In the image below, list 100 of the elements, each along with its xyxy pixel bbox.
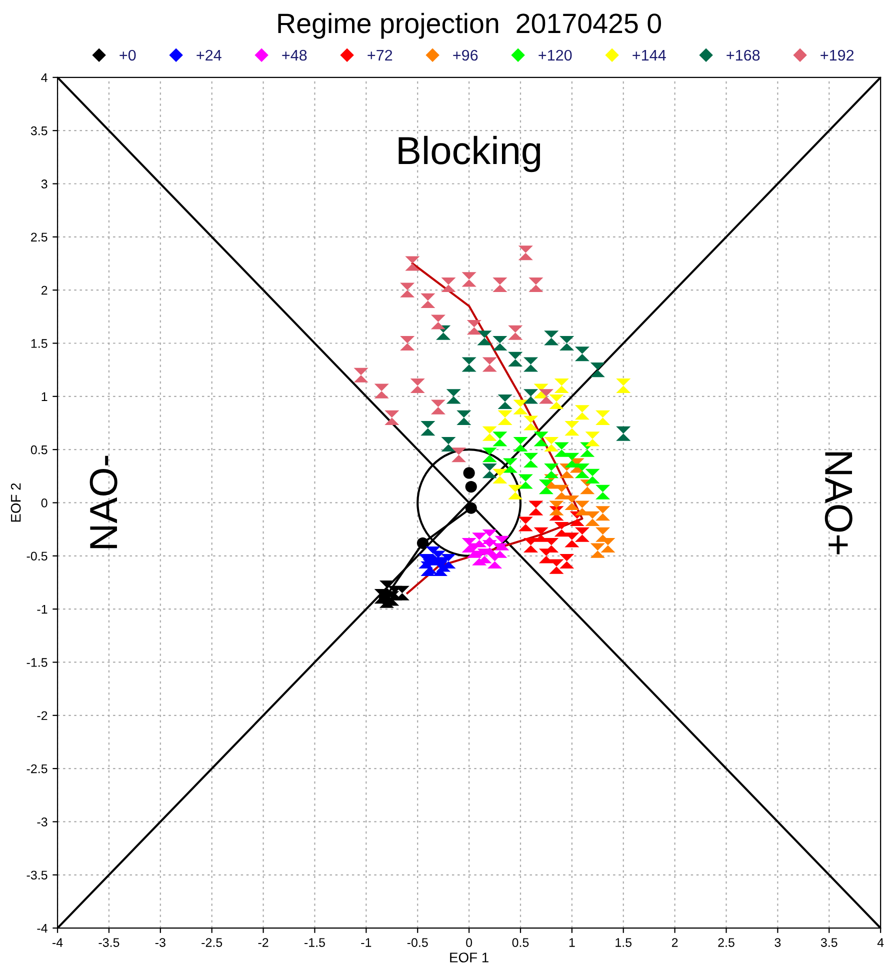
y-tick-label: -4	[37, 924, 48, 933]
legend-label: +72	[368, 50, 392, 60]
point	[465, 480, 477, 493]
point	[549, 559, 564, 574]
point	[482, 529, 497, 544]
point	[560, 336, 574, 351]
point	[405, 256, 420, 271]
point	[400, 282, 415, 298]
chart-title: Regime projection 20170425 0	[278, 12, 662, 39]
point	[410, 378, 425, 394]
point	[456, 410, 472, 425]
y-axis-title: EOF 2	[10, 483, 21, 522]
point	[574, 500, 590, 516]
point	[574, 346, 590, 362]
point	[528, 500, 544, 516]
y-tick-label: 0	[41, 498, 48, 508]
point	[462, 272, 476, 287]
x-tick-label: 1	[569, 938, 575, 947]
point	[462, 357, 476, 372]
point	[590, 543, 605, 558]
point	[482, 464, 497, 478]
point	[616, 426, 631, 441]
annotation: NAO+	[824, 452, 852, 554]
y-tick-label: 2	[41, 286, 48, 295]
x-tick-label: 3.5	[820, 938, 838, 947]
point	[430, 400, 446, 414]
legend-label: +96	[453, 50, 478, 61]
point	[523, 357, 538, 372]
point	[554, 484, 569, 500]
x-tick-label: 4	[877, 938, 884, 947]
point	[420, 421, 436, 436]
x-tick-label: -3.5	[98, 938, 120, 947]
point	[441, 554, 456, 569]
x-tick-label: -1	[361, 938, 372, 947]
point	[441, 436, 456, 452]
point	[354, 368, 368, 382]
point	[596, 506, 610, 521]
point	[466, 320, 482, 335]
y-tick-label: 0.5	[30, 445, 48, 454]
point	[388, 586, 402, 600]
point	[538, 480, 554, 494]
point	[430, 314, 446, 330]
point	[590, 362, 605, 378]
point	[487, 554, 502, 569]
point	[523, 389, 538, 404]
point	[574, 464, 590, 478]
point	[554, 522, 569, 537]
point	[477, 330, 492, 346]
point	[534, 384, 548, 398]
point	[379, 580, 394, 596]
x-axis-title: EOF 1	[450, 952, 488, 962]
x-tick-label: -1.5	[304, 938, 325, 947]
legend-label: +24	[196, 50, 222, 60]
point	[534, 432, 548, 446]
x-tick-label: 2.5	[718, 938, 734, 947]
point	[518, 474, 533, 489]
x-tick-label: -3	[155, 938, 166, 947]
point	[426, 546, 440, 562]
point	[554, 378, 569, 394]
x-tick-label: 0.5	[512, 938, 529, 947]
x-tick-label: 0	[466, 938, 472, 947]
point	[463, 467, 475, 479]
point	[528, 277, 544, 292]
point	[585, 468, 600, 484]
point	[560, 554, 574, 569]
legend-label: +168	[726, 50, 760, 61]
point	[451, 448, 466, 462]
point	[498, 394, 512, 410]
point	[482, 357, 497, 372]
y-tick-label: 3	[41, 180, 48, 188]
point	[554, 442, 569, 457]
point	[534, 527, 548, 542]
point	[432, 561, 448, 576]
point	[513, 400, 528, 414]
y-tick-label: 1.5	[31, 339, 48, 348]
y-tick-label: -1.5	[26, 658, 48, 667]
point	[544, 464, 559, 478]
point	[482, 448, 497, 462]
point	[523, 538, 538, 553]
point	[492, 468, 508, 484]
annotation: Blocking	[398, 136, 540, 172]
point	[616, 378, 631, 394]
point	[494, 536, 510, 550]
point	[544, 330, 559, 346]
point	[596, 410, 610, 425]
point	[574, 527, 590, 542]
point	[538, 548, 554, 564]
point	[472, 550, 487, 566]
point	[523, 452, 538, 468]
point	[492, 277, 508, 292]
point	[600, 538, 616, 553]
x-tick-label: 2	[672, 938, 678, 947]
point	[564, 452, 580, 468]
point	[518, 516, 533, 532]
point	[549, 500, 564, 516]
legend-label: +192	[820, 50, 854, 61]
y-tick-label: -2	[37, 711, 48, 720]
legend-label: +144	[632, 50, 666, 60]
point	[508, 484, 523, 500]
point	[508, 352, 523, 366]
